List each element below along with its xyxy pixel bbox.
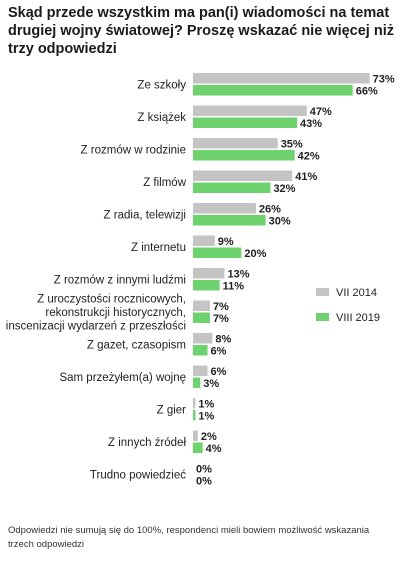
category-label: Sam przeżyłem(a) wojnę bbox=[59, 372, 186, 384]
bar-2019 bbox=[193, 150, 295, 161]
bar-2014 bbox=[193, 235, 215, 246]
bar-2019 bbox=[193, 117, 298, 128]
bar-2019 bbox=[193, 280, 220, 291]
data-label: 32% bbox=[273, 183, 295, 195]
bar-2019 bbox=[193, 215, 266, 226]
legend-label: VIII 2019 bbox=[336, 312, 380, 324]
legend-label: VII 2014 bbox=[336, 287, 377, 299]
category-label: Trudno powiedzieć bbox=[90, 469, 186, 481]
bar-2019 bbox=[193, 377, 201, 388]
category-label: Z innych źródeł bbox=[108, 437, 186, 449]
data-label: 47% bbox=[310, 106, 332, 118]
bars-group: 73%66% 47%43% 35%42% 41%32% 26%30% 9% 20% 13%11… bbox=[193, 73, 395, 488]
category-label: Z radia, telewizji bbox=[104, 209, 186, 221]
data-label: 26% bbox=[259, 204, 281, 216]
data-label: 20% bbox=[244, 248, 266, 260]
data-label: 13% bbox=[227, 269, 249, 281]
bar-2014 bbox=[193, 398, 196, 409]
data-label: 2% bbox=[201, 431, 217, 443]
data-label: 9% bbox=[218, 236, 234, 248]
data-label: 41% bbox=[295, 171, 317, 183]
bar-2019 bbox=[193, 85, 353, 96]
category-label: Z rozmów z innymi ludźmi bbox=[54, 274, 186, 286]
category-label: Z internetu bbox=[131, 242, 186, 254]
bar-2014 bbox=[193, 73, 370, 84]
category-label: Z rozmów w rodzinie bbox=[81, 144, 186, 156]
data-label: 11% bbox=[223, 281, 245, 293]
data-label: 3% bbox=[203, 378, 219, 390]
data-label: 73% bbox=[373, 74, 395, 86]
bar-2014 bbox=[193, 333, 213, 344]
data-label: 8% bbox=[215, 334, 231, 346]
bar-2014 bbox=[193, 203, 256, 214]
data-label: 42% bbox=[298, 151, 320, 163]
data-label: 30% bbox=[269, 216, 291, 228]
footnote: Odpowiedzi nie sumują się do 100%, respo… bbox=[8, 525, 370, 550]
bar-2019 bbox=[193, 247, 242, 258]
bar-2014 bbox=[193, 170, 293, 181]
data-label: 1% bbox=[198, 411, 214, 423]
data-label: 7% bbox=[213, 313, 229, 325]
category-label: Z uroczystości rocznicowych, rekonstrukcj… bbox=[6, 293, 186, 332]
category-label: Z książek bbox=[137, 112, 186, 124]
data-label: 0% bbox=[196, 476, 212, 488]
data-label: 0% bbox=[196, 464, 212, 476]
category-label: Z gier bbox=[157, 404, 187, 416]
legend-swatch bbox=[316, 313, 329, 321]
data-label: 43% bbox=[300, 118, 322, 130]
data-label: 1% bbox=[198, 399, 214, 411]
category-label: Z gazet, czasopism bbox=[87, 339, 186, 351]
category-labels: Ze szkoły Z książek Z rozmów w rodzinie Z f… bbox=[6, 79, 187, 481]
bar-2014 bbox=[193, 300, 210, 311]
chart-title: Skąd przede wszystkim ma pan(i) wiadomoś… bbox=[8, 5, 394, 57]
bar-2019 bbox=[193, 442, 203, 453]
bar-2014 bbox=[193, 105, 307, 116]
data-label: 7% bbox=[213, 301, 229, 313]
data-label: 35% bbox=[281, 139, 303, 151]
data-label: 66% bbox=[356, 86, 378, 98]
bar-2019 bbox=[193, 345, 208, 356]
bar-2019 bbox=[193, 410, 196, 421]
bar-2014 bbox=[193, 268, 225, 279]
data-label: 6% bbox=[211, 346, 227, 358]
bar-2019 bbox=[193, 182, 271, 193]
category-label: Ze szkoły bbox=[137, 79, 186, 91]
legend: VII 2014 VIII 2019 bbox=[316, 287, 380, 324]
category-label: Z filmów bbox=[143, 177, 187, 189]
data-label: 4% bbox=[206, 443, 222, 455]
legend-swatch bbox=[316, 288, 329, 296]
data-label: 6% bbox=[211, 366, 227, 378]
bar-2019 bbox=[193, 312, 210, 323]
bar-2014 bbox=[193, 365, 208, 376]
bar-2014 bbox=[193, 138, 278, 149]
bar-2014 bbox=[193, 430, 198, 441]
